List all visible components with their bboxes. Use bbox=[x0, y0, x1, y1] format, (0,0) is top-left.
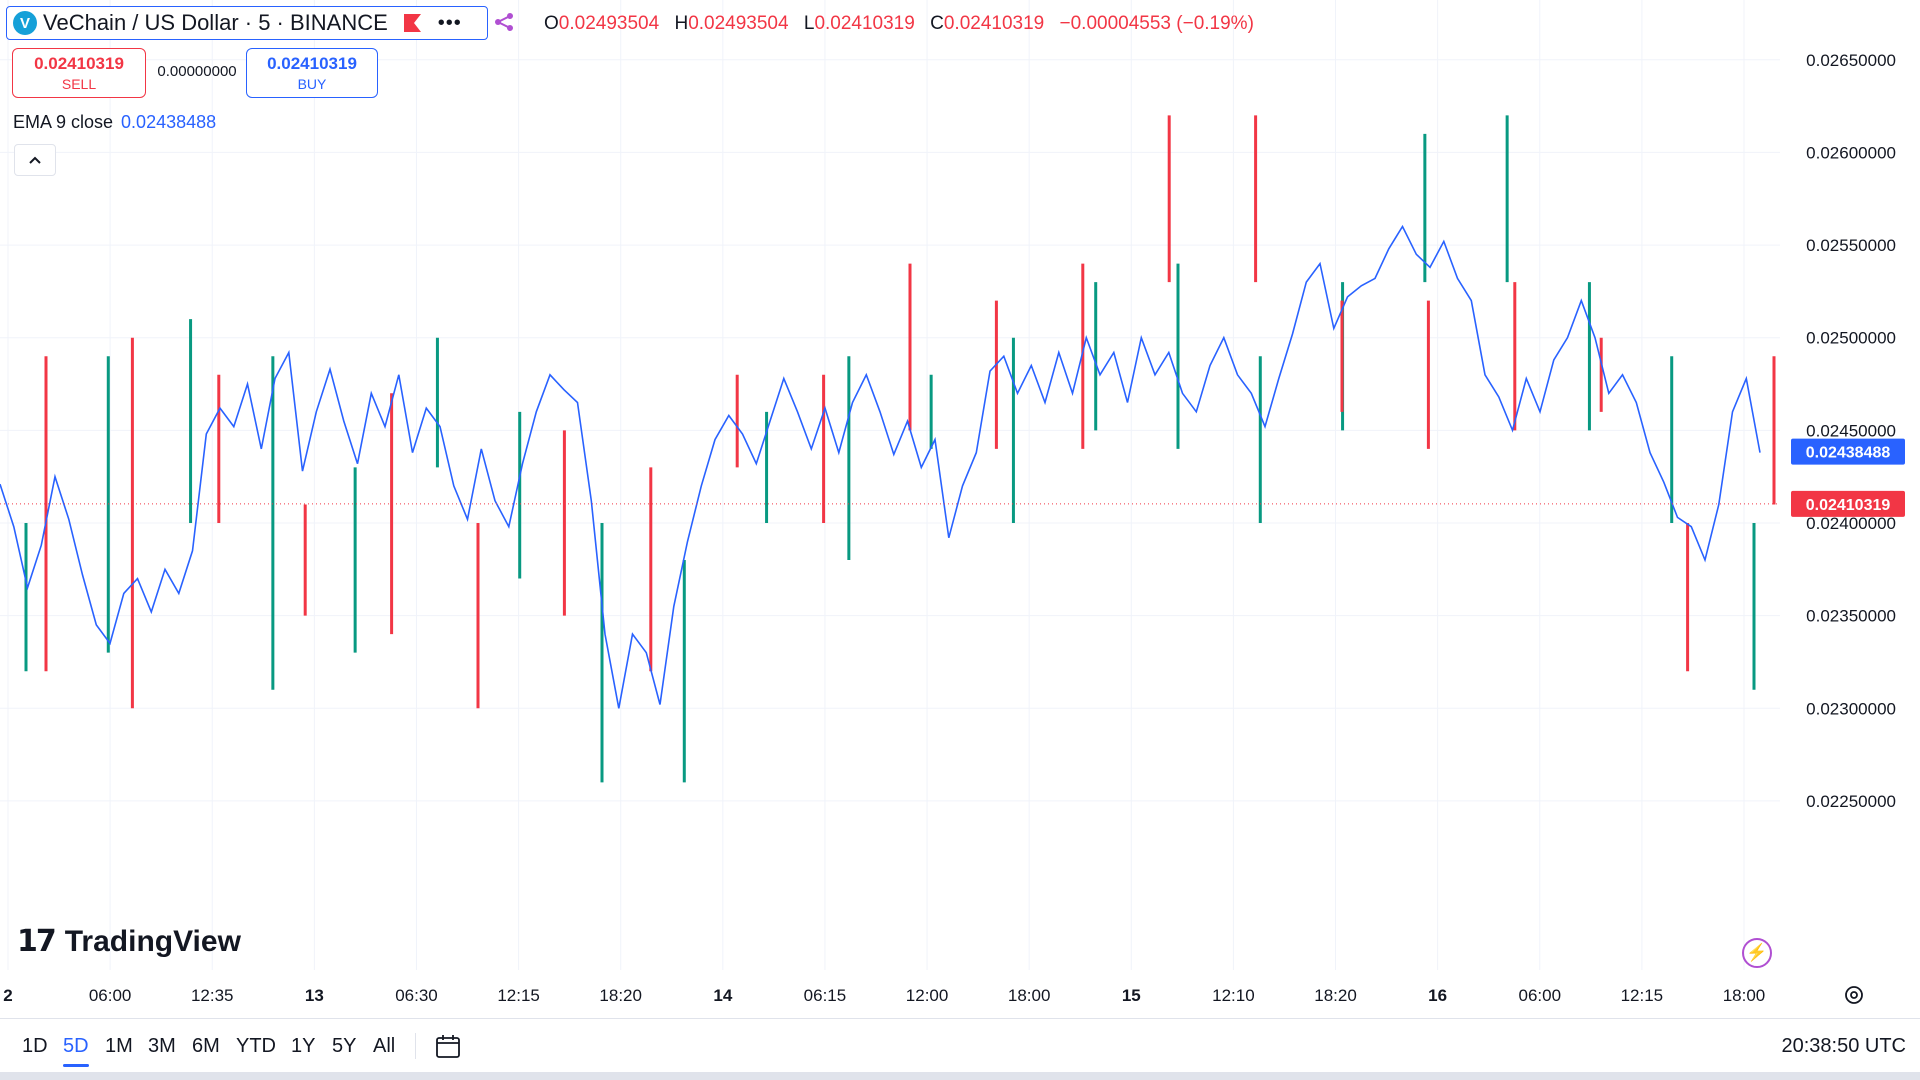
time-tick-label: 13 bbox=[305, 986, 324, 1005]
price-tick-label: 0.02250000 bbox=[1806, 792, 1896, 811]
time-tick-label: 12:35 bbox=[191, 986, 234, 1005]
toolbar-divider bbox=[415, 1033, 416, 1059]
tradingview-mark-icon: 17 bbox=[17, 924, 57, 959]
time-tick-label: 2 bbox=[3, 986, 12, 1005]
time-tick-label: 16 bbox=[1428, 986, 1447, 1005]
ohlc-close-key: C bbox=[930, 13, 944, 34]
time-tick-label: 06:30 bbox=[395, 986, 438, 1005]
ohlc-high-value: 0.02493504 bbox=[688, 13, 789, 34]
lightning-icon[interactable]: ⚡ bbox=[1742, 938, 1772, 968]
timeframe-1m[interactable]: 1M bbox=[105, 1035, 133, 1057]
time-tick-label: 18:00 bbox=[1008, 986, 1051, 1005]
time-tick-label: 12:10 bbox=[1212, 986, 1255, 1005]
calendar-icon[interactable] bbox=[434, 1032, 462, 1060]
symbol-header[interactable]: V VeChain / US Dollar · 5 · BINANCE ••• bbox=[6, 6, 488, 40]
buy-button[interactable]: 0.02410319 BUY bbox=[246, 48, 378, 98]
timeframe-all[interactable]: All bbox=[373, 1035, 396, 1057]
time-tick-label: 18:00 bbox=[1723, 986, 1766, 1005]
symbol-title: VeChain / US Dollar · 5 · BINANCE bbox=[43, 10, 388, 35]
share-icon[interactable] bbox=[494, 12, 514, 32]
timeframe-1d[interactable]: 1D bbox=[22, 1035, 48, 1057]
ema-price-tag-label: 0.02438488 bbox=[1806, 445, 1891, 462]
spread-value: 0.00000000 bbox=[157, 63, 237, 80]
time-tick-label: 12:15 bbox=[1621, 986, 1664, 1005]
flag-icon[interactable] bbox=[403, 14, 421, 32]
time-tick-label: 18:20 bbox=[1314, 986, 1357, 1005]
ema-value: 0.02438488 bbox=[121, 112, 217, 132]
time-tick-label: 15 bbox=[1122, 986, 1141, 1005]
price-tick-label: 0.02300000 bbox=[1806, 699, 1896, 718]
buy-price: 0.02410319 bbox=[267, 54, 357, 73]
bottom-toolbar: 1D 5D 1M 3M 6M YTD 1Y 5Y All 20:38:50 UT… bbox=[0, 1018, 1920, 1072]
ema-label: EMA 9 close bbox=[13, 112, 114, 132]
price-tick-label: 0.02600000 bbox=[1806, 143, 1896, 162]
ohlc-low-key: L bbox=[803, 13, 815, 34]
price-tick-label: 0.02550000 bbox=[1806, 236, 1896, 255]
timeframe-6m[interactable]: 6M bbox=[192, 1035, 220, 1057]
sell-price: 0.02410319 bbox=[34, 54, 124, 73]
sell-label: SELL bbox=[61, 76, 97, 92]
settings-gear-icon[interactable] bbox=[1843, 984, 1865, 1006]
last-price-tag-label: 0.02410319 bbox=[1806, 497, 1891, 514]
timeframe-5d[interactable]: 5D bbox=[63, 1035, 89, 1067]
timeframe-3m[interactable]: 3M bbox=[148, 1035, 176, 1057]
time-tick-label: 12:15 bbox=[497, 986, 540, 1005]
ema-price-tag bbox=[1791, 438, 1905, 465]
price-tick-label: 0.02350000 bbox=[1806, 607, 1896, 626]
collapse-legend-button[interactable] bbox=[14, 144, 56, 176]
time-tick-label: 06:00 bbox=[89, 986, 132, 1005]
timeframe-1y[interactable]: 1Y bbox=[291, 1035, 316, 1057]
buy-label: BUY bbox=[297, 76, 327, 92]
ema-line bbox=[0, 224, 1761, 709]
time-tick-label: 06:15 bbox=[804, 986, 847, 1005]
ohlc-close-value: 0.02410319 bbox=[943, 13, 1045, 34]
time-tick-label: 14 bbox=[713, 986, 732, 1005]
footer-strip bbox=[0, 1072, 1920, 1080]
timeframe-ytd[interactable]: YTD bbox=[236, 1035, 276, 1057]
sell-button[interactable]: 0.02410319 SELL bbox=[12, 48, 146, 98]
price-chart[interactable]: 0.02650000 0.02600000 0.02550000 0.02500000… bbox=[0, 0, 1920, 1015]
more-options-button[interactable]: ••• bbox=[437, 11, 462, 34]
price-tick-label: 0.02450000 bbox=[1806, 421, 1896, 440]
last-price-tag bbox=[1791, 490, 1905, 517]
timeframe-5y[interactable]: 5Y bbox=[332, 1035, 357, 1057]
tradingview-wordmark: TradingView bbox=[64, 924, 241, 958]
ohlc-change-value: −0.00004553 (−0.19%) bbox=[1059, 13, 1254, 34]
price-tick-label: 0.02400000 bbox=[1806, 514, 1896, 533]
time-tick-label: 12:00 bbox=[906, 986, 949, 1005]
ohlc-high-key: H bbox=[674, 13, 689, 34]
tradingview-logo[interactable]: 17 TradingView bbox=[17, 924, 241, 959]
ohlc-low-value: 0.02410319 bbox=[814, 13, 915, 34]
utc-clock[interactable]: 20:38:50 UTC bbox=[1781, 1035, 1906, 1057]
ema-legend[interactable]: EMA 9 close 0.02438488 bbox=[13, 112, 216, 133]
ohlc-open-value: 0.02493504 bbox=[558, 13, 660, 34]
ohlc-open-key: O bbox=[544, 13, 559, 34]
vechain-logo-icon: V bbox=[13, 11, 37, 35]
time-tick-label: 18:20 bbox=[599, 986, 642, 1005]
chevron-up-icon bbox=[29, 156, 41, 164]
time-tick-label: 06:00 bbox=[1518, 986, 1561, 1005]
price-tick-label: 0.02650000 bbox=[1806, 51, 1896, 70]
price-tick-label: 0.02500000 bbox=[1806, 329, 1896, 348]
ohlc-legend: O0.02493504 H0.02493504 L0.02410319 C0.0… bbox=[544, 13, 1264, 35]
